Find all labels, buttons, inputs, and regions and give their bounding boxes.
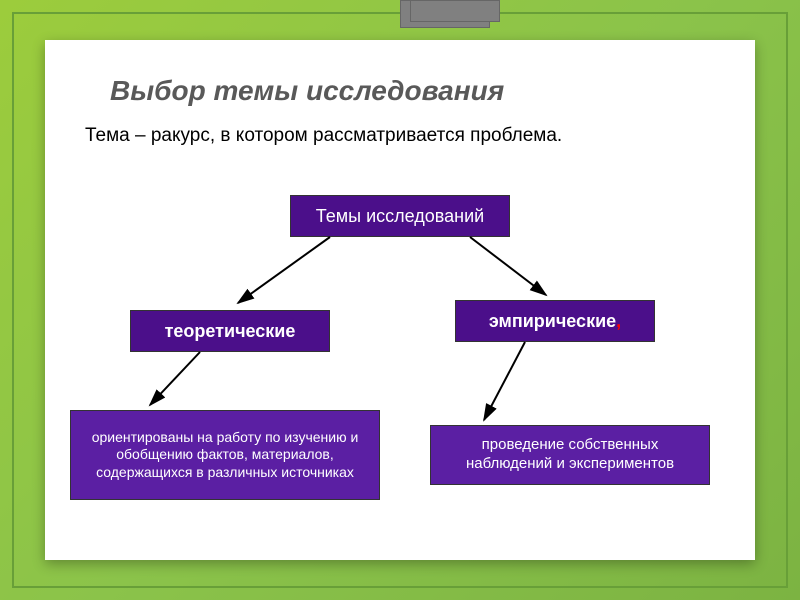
node-empirical-label: эмпирические bbox=[489, 310, 616, 333]
node-theoretical-desc: ориентированы на работу по изучению и об… bbox=[70, 410, 380, 500]
slide-subtitle: Тема – ракурс, в котором рассматривается… bbox=[85, 125, 562, 147]
node-empirical: эмпирические, bbox=[455, 300, 655, 342]
node-empirical-desc: проведение собственных наблюдений и эксп… bbox=[430, 425, 710, 485]
node-theoretical-label: теоретические bbox=[165, 320, 296, 343]
node-root: Темы исследований bbox=[290, 195, 510, 237]
node-theoretical-desc-label: ориентированы на работу по изучению и об… bbox=[81, 429, 369, 482]
tab-decoration-2 bbox=[410, 0, 500, 22]
node-root-label: Темы исследований bbox=[316, 205, 484, 228]
node-empirical-desc-label: проведение собственных наблюдений и эксп… bbox=[441, 436, 699, 474]
node-empirical-comma: , bbox=[616, 310, 621, 333]
node-theoretical: теоретические bbox=[130, 310, 330, 352]
slide-title: Выбор темы исследования bbox=[110, 75, 504, 107]
